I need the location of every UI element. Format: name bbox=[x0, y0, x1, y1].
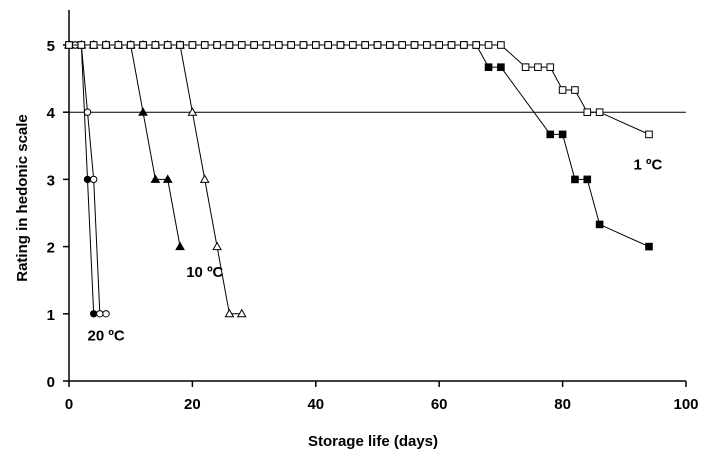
data-point-filled-circle bbox=[83, 175, 92, 184]
y-tick-label: 4 bbox=[47, 105, 56, 122]
data-point-filled-square bbox=[583, 175, 592, 184]
data-point-filled-square bbox=[484, 63, 493, 71]
x-tick-label: 20 bbox=[184, 396, 201, 413]
data-point-filled-circle bbox=[89, 310, 98, 318]
data-point-open-square bbox=[312, 41, 320, 49]
tick-layer: 0 20 40 60 80 100 0 1 2 3 4 5 bbox=[47, 38, 699, 413]
data-point-open-square bbox=[114, 41, 123, 49]
x-tick-label: 40 bbox=[307, 396, 324, 413]
data-point-open-square bbox=[188, 41, 197, 49]
data-point-open-circle bbox=[102, 310, 110, 318]
data-point-open-square bbox=[645, 130, 653, 139]
data-point-open-square bbox=[200, 41, 209, 49]
data-point-open-triangle bbox=[212, 241, 222, 251]
data-point-open-square bbox=[558, 86, 567, 94]
data-point-open-square bbox=[299, 41, 308, 49]
data-point-open-triangle bbox=[199, 174, 210, 183]
data-point-open-square bbox=[583, 108, 592, 117]
data-point-filled-square bbox=[595, 220, 604, 229]
data-point-filled-square bbox=[645, 242, 653, 251]
data-point-open-square bbox=[77, 41, 86, 49]
series-open-square bbox=[65, 41, 653, 139]
data-point-filled-square bbox=[558, 130, 567, 139]
series-filled-square bbox=[65, 41, 653, 251]
series-line-filled-square bbox=[69, 44, 650, 248]
data-point-open-square bbox=[237, 41, 246, 49]
x-axis-title: Storage life (days) bbox=[308, 433, 438, 450]
data-point-open-square bbox=[534, 63, 542, 71]
data-point-open-square bbox=[126, 41, 135, 49]
data-point-open-square bbox=[447, 41, 456, 49]
data-point-open-circle bbox=[96, 310, 104, 318]
data-point-open-square bbox=[336, 41, 345, 49]
x-tick-label: 100 bbox=[673, 396, 698, 413]
plot-frame bbox=[68, 10, 686, 382]
data-point-open-circle bbox=[89, 175, 98, 184]
x-tick-label: 60 bbox=[431, 396, 448, 413]
temperature-label: 20 ºC bbox=[88, 328, 125, 345]
data-point-open-square bbox=[163, 41, 172, 49]
data-point-open-square bbox=[213, 41, 221, 49]
data-point-open-square bbox=[373, 41, 382, 49]
data-point-open-square bbox=[460, 41, 468, 49]
data-point-open-square bbox=[435, 41, 443, 49]
x-tick-label: 80 bbox=[554, 396, 571, 413]
data-point-filled-triangle bbox=[150, 174, 161, 183]
data-point-open-square bbox=[386, 41, 394, 49]
data-point-open-square bbox=[361, 41, 369, 49]
data-point-open-square bbox=[262, 41, 271, 49]
data-point-open-square bbox=[250, 41, 258, 49]
data-point-open-square bbox=[89, 41, 98, 49]
data-point-open-triangle bbox=[224, 308, 235, 318]
data-point-open-triangle bbox=[236, 308, 247, 318]
y-tick-label: 1 bbox=[47, 307, 55, 324]
data-point-filled-square bbox=[571, 175, 579, 184]
data-point-open-square bbox=[274, 41, 283, 49]
y-tick-label: 2 bbox=[47, 240, 55, 257]
data-point-open-square bbox=[151, 41, 160, 49]
series-layer bbox=[64, 39, 653, 318]
data-point-open-square bbox=[225, 41, 234, 49]
data-point-filled-triangle bbox=[162, 174, 173, 183]
data-point-open-square bbox=[497, 41, 505, 49]
data-point-open-square bbox=[176, 41, 184, 49]
data-point-open-circle bbox=[83, 108, 92, 116]
data-point-open-square bbox=[287, 41, 295, 49]
data-point-open-square bbox=[595, 108, 604, 117]
data-point-open-square bbox=[349, 41, 357, 49]
temperature-label: 1 ºC bbox=[634, 156, 663, 173]
data-point-open-square bbox=[423, 41, 431, 49]
data-point-filled-square bbox=[546, 130, 555, 139]
y-tick-label: 0 bbox=[47, 374, 55, 391]
data-point-open-square bbox=[139, 41, 147, 49]
data-point-filled-square bbox=[497, 63, 505, 71]
y-tick-label: 5 bbox=[47, 38, 55, 55]
data-point-open-square bbox=[571, 86, 579, 94]
data-point-filled-triangle bbox=[175, 241, 185, 251]
data-point-open-square bbox=[410, 41, 419, 49]
data-point-open-square bbox=[102, 41, 110, 49]
data-point-open-square bbox=[65, 41, 73, 49]
annotation-layer: 20 ºC 10 ºC 1 ºC bbox=[88, 156, 663, 344]
x-tick-label: 0 bbox=[65, 396, 73, 413]
data-point-open-triangle bbox=[187, 107, 198, 116]
data-point-open-square bbox=[521, 63, 530, 71]
data-point-open-square bbox=[398, 41, 406, 49]
data-point-open-square bbox=[546, 63, 555, 71]
data-point-open-square bbox=[472, 41, 481, 49]
y-tick-label: 3 bbox=[47, 172, 55, 189]
temperature-label: 10 ºC bbox=[186, 264, 223, 281]
y-axis-title: Rating in hedonic scale bbox=[14, 114, 31, 282]
data-point-filled-triangle bbox=[138, 107, 148, 116]
data-point-open-square bbox=[324, 41, 332, 49]
data-point-open-square bbox=[484, 41, 493, 49]
